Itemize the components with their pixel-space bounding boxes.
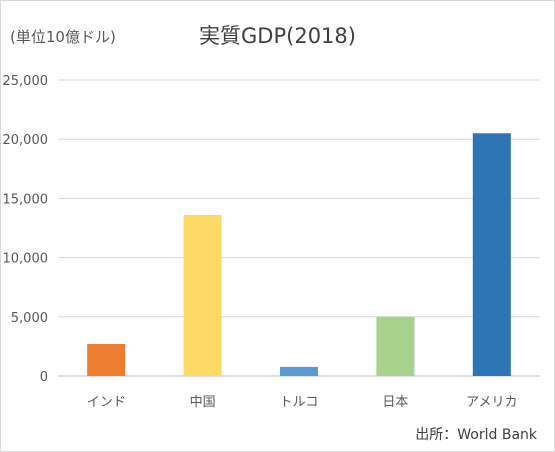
bar xyxy=(376,316,415,376)
y-tick-label: 15,000 xyxy=(3,192,49,207)
x-tick-label: トルコ xyxy=(280,395,319,410)
y-tick-label: 25,000 xyxy=(3,74,49,89)
x-tick-label: インド xyxy=(87,395,126,410)
bar xyxy=(87,344,126,376)
y-tick-label: 5,000 xyxy=(11,311,48,326)
y-tick-label: 10,000 xyxy=(3,252,49,267)
unit-label: (単位10億ドル) xyxy=(10,28,116,46)
x-tick-label: 日本 xyxy=(382,395,408,410)
bar xyxy=(183,214,222,376)
y-tick-label: 20,000 xyxy=(3,133,49,148)
x-tick-label: 中国 xyxy=(190,395,216,410)
chart-title: 実質GDP(2018) xyxy=(199,24,356,48)
x-tick-label: アメリカ xyxy=(466,395,517,410)
bar xyxy=(280,366,318,376)
source-label: 出所：World Bank xyxy=(415,427,537,443)
bar xyxy=(472,133,511,376)
y-tick-label: 0 xyxy=(40,370,48,385)
